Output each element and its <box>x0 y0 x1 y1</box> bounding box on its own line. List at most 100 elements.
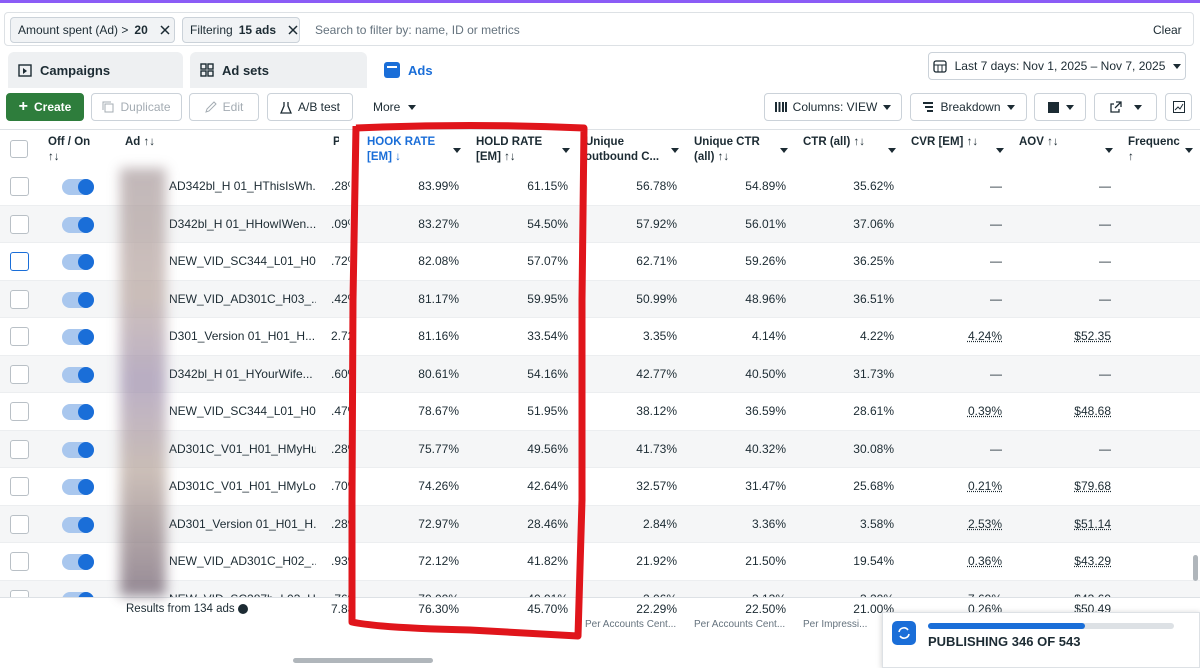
ad-name[interactable]: NEW_VID_SC344_L01_H0... <box>169 254 316 268</box>
ad-name[interactable]: NEW_VID_AD301C_H03_... <box>169 291 316 306</box>
header-dropdown[interactable] <box>1105 148 1113 153</box>
tab[interactable]: Ad sets <box>190 52 367 88</box>
create-button[interactable]: + Create <box>6 93 84 121</box>
header-dropdown[interactable] <box>562 148 570 153</box>
checkbox[interactable] <box>10 252 29 271</box>
metric-cell: 59.26% <box>745 254 786 268</box>
chip-close[interactable] <box>288 25 298 35</box>
ad-name[interactable]: AD342bl_H 01_HThisIsWh... <box>169 179 316 193</box>
icon <box>923 102 934 112</box>
column-header[interactable]: P <box>333 135 339 165</box>
toggle[interactable] <box>62 479 94 495</box>
metric-cell: — <box>990 441 1002 456</box>
toggle[interactable] <box>62 329 94 345</box>
tab-active[interactable]: Ads <box>374 52 551 88</box>
toggle[interactable] <box>62 554 94 570</box>
clear-button[interactable]: Clear <box>1153 23 1182 37</box>
metric-cell: 54.89% <box>745 179 786 193</box>
reports-button[interactable] <box>1034 93 1086 121</box>
metric-cell: 54.50% <box>527 216 568 231</box>
checkbox[interactable] <box>10 402 29 421</box>
metric-cell: 21.50% <box>745 554 786 568</box>
breakdown-button[interactable]: Breakdown <box>910 93 1027 121</box>
checkbox[interactable] <box>10 477 29 496</box>
checkbox[interactable] <box>10 327 29 346</box>
checkbox[interactable] <box>10 140 28 158</box>
toggle-knob <box>78 329 94 345</box>
checkbox[interactable] <box>10 289 29 309</box>
toggle[interactable] <box>62 291 94 308</box>
toggle[interactable] <box>62 254 94 270</box>
ad-name[interactable]: AD301C_V01_H01_HMyLo... <box>169 479 316 493</box>
button-label: Create <box>33 100 72 114</box>
date-picker[interactable]: Last 7 days: Nov 1, 2025 – Nov 7, 2025 <box>928 52 1186 80</box>
column-header[interactable]: AOV ↑↓ <box>1019 136 1059 148</box>
export-button[interactable] <box>1094 93 1157 121</box>
toggle[interactable] <box>62 216 94 233</box>
column-header[interactable]: Off / On ↑↓ <box>48 136 91 163</box>
ad-name[interactable]: D342bl_H 01_HYourWife... <box>169 366 313 381</box>
column-header[interactable]: HOLD RATE [EM] ↑↓ <box>476 136 543 163</box>
chip-label: Filtering <box>190 23 233 37</box>
header-dropdown[interactable] <box>996 148 1004 153</box>
more-button[interactable]: More <box>373 100 417 114</box>
checkbox[interactable] <box>10 364 29 384</box>
header-dropdown[interactable] <box>453 148 461 153</box>
metric-cell: .42% <box>331 291 350 306</box>
metric-cell: — <box>1099 179 1111 193</box>
column-header[interactable]: CTR (all) ↑↓ <box>803 136 865 148</box>
filter-chip[interactable]: Amount spent (Ad) > 20 <box>10 17 175 43</box>
ad-name[interactable]: NEW_VID_SC344_L01_H0... <box>169 404 316 418</box>
metric-cell: 56.78% <box>636 179 677 193</box>
search-input[interactable]: Search to filter by: name, ID or metrics <box>315 23 520 37</box>
summary-value: 22.29% <box>636 602 677 616</box>
metric-cell: — <box>990 291 1002 306</box>
button-label: Breakdown <box>940 100 1001 114</box>
chip-close[interactable] <box>160 25 170 35</box>
toggle[interactable] <box>62 441 94 458</box>
metric-cell: 0.39% <box>967 404 1002 418</box>
columns-button[interactable]: Columns: VIEW <box>764 93 902 121</box>
chip-label: Amount spent (Ad) > <box>18 23 129 37</box>
toggle[interactable] <box>62 366 94 383</box>
filter-chip[interactable]: Filtering 15 ads <box>182 17 300 43</box>
ab-test-button[interactable]: A/B test <box>267 93 353 121</box>
ad-name[interactable]: AD301C_V01_H01_HMyHu... <box>169 441 316 456</box>
metric-cell: 56.01% <box>745 216 786 231</box>
column-header[interactable]: Unique outbound C... <box>585 136 660 163</box>
metric-cell: 3.35% <box>642 329 677 343</box>
checkbox[interactable] <box>10 552 29 571</box>
header-dropdown[interactable] <box>888 148 896 153</box>
tab[interactable]: Campaigns <box>8 52 183 88</box>
checkbox[interactable] <box>10 514 29 534</box>
ad-name[interactable]: AD301_Version 01_H01_H... <box>169 516 316 531</box>
metric-cell: 28.46% <box>527 516 568 531</box>
header-dropdown[interactable] <box>780 148 788 153</box>
column-header[interactable]: Unique CTR (all) ↑↓ <box>694 136 760 163</box>
checkbox[interactable] <box>10 214 29 234</box>
icon <box>279 101 292 114</box>
toggle-knob <box>78 479 94 495</box>
checkbox[interactable] <box>10 439 29 459</box>
tab-icon <box>384 62 400 78</box>
chart-button[interactable] <box>1165 93 1192 121</box>
column-header[interactable]: HOOK RATE [EM] ↓ <box>367 136 436 163</box>
metric-cell: $43.29 <box>1074 554 1111 568</box>
ad-name[interactable]: NEW_VID_AD301C_H02_... <box>169 554 316 568</box>
edit-button[interactable]: Edit <box>189 93 259 121</box>
checkbox[interactable] <box>10 177 29 196</box>
toggle[interactable] <box>62 179 94 195</box>
header-dropdown[interactable] <box>671 148 679 153</box>
header-dropdown[interactable] <box>1185 148 1193 153</box>
column-header[interactable]: CVR [EM] ↑↓ <box>911 136 979 148</box>
column-header[interactable]: Ad ↑↓ <box>125 136 156 148</box>
duplicate-button[interactable]: Duplicate <box>91 93 182 121</box>
progress-track <box>928 623 1174 629</box>
ad-name[interactable]: D301_Version 01_H01_H... <box>169 329 316 343</box>
ad-name[interactable]: D342bl_H 01_HHowIWen... <box>169 216 316 231</box>
toggle[interactable] <box>62 404 94 420</box>
metric-cell: — <box>1099 366 1111 381</box>
metric-cell: .72% <box>331 254 350 268</box>
column-header[interactable]: Frequency ↑ <box>1128 136 1180 163</box>
toggle[interactable] <box>62 516 94 533</box>
